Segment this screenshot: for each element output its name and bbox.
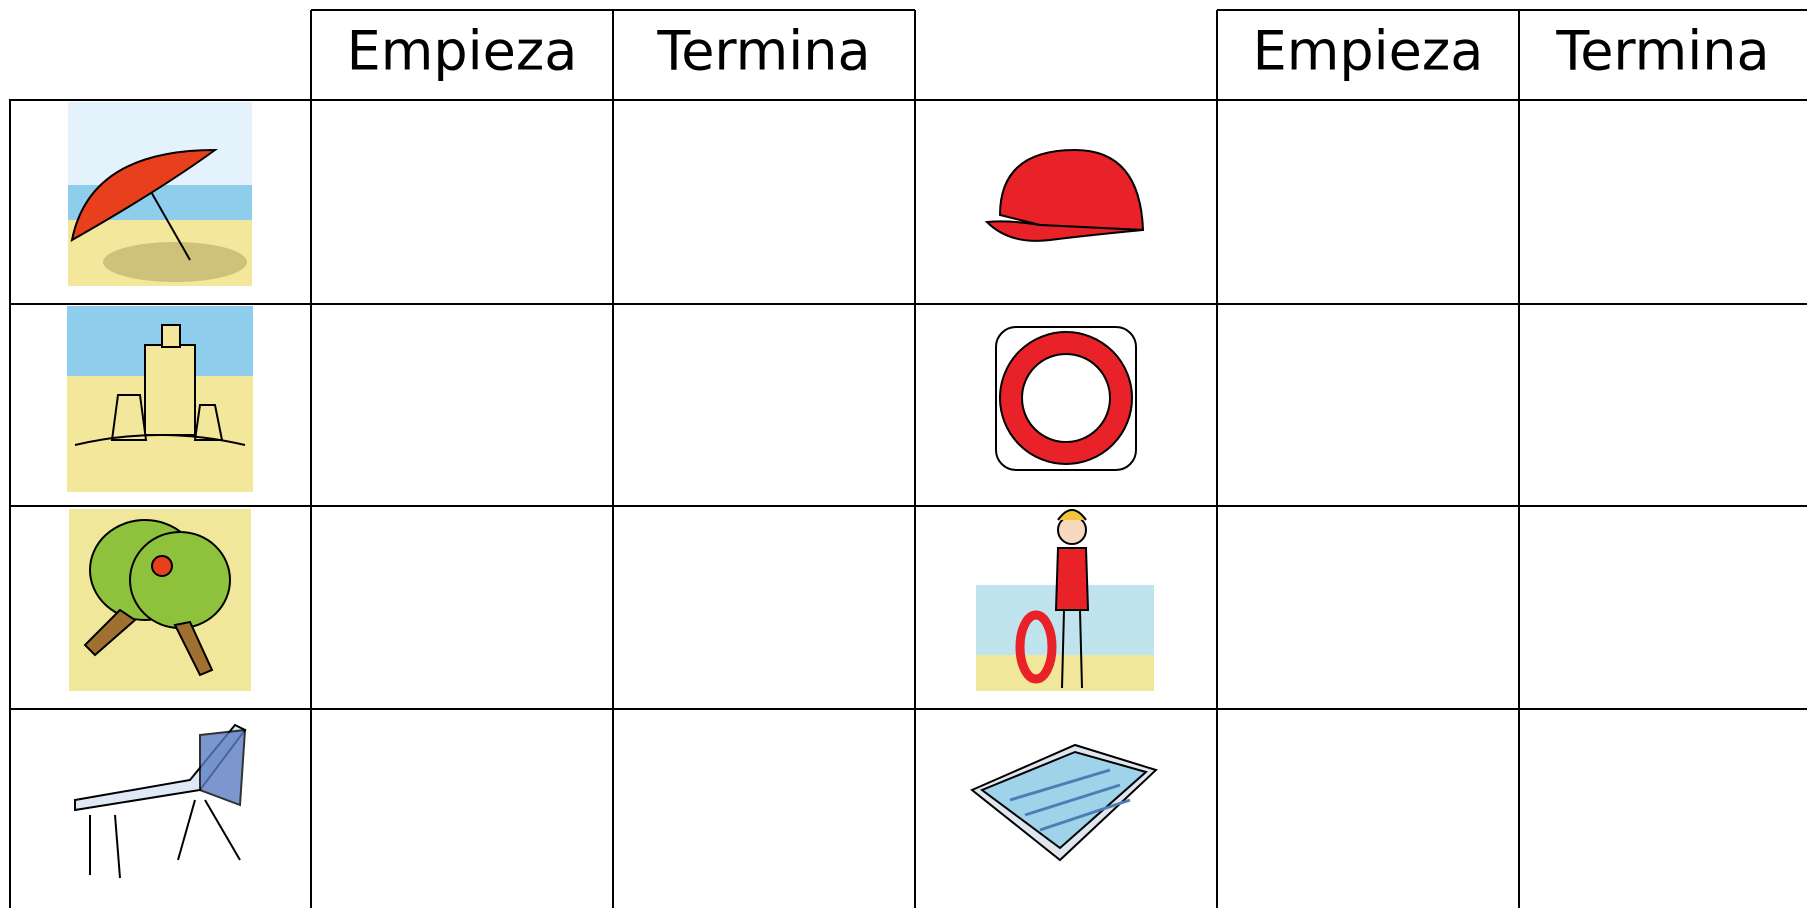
icon-lifeguard bbox=[976, 509, 1154, 691]
header-cell: Termina bbox=[1555, 20, 1769, 83]
icon-sandcastle bbox=[67, 306, 253, 492]
header-cell: Termina bbox=[656, 20, 870, 83]
icon-cap bbox=[984, 148, 1145, 242]
header-cell: Empieza bbox=[347, 20, 578, 83]
table-grid bbox=[9, 9, 1807, 908]
icon-lounger bbox=[74, 723, 247, 879]
icon-lifebuoy bbox=[995, 326, 1137, 471]
header-cell: Empieza bbox=[1253, 20, 1484, 83]
icon-pool bbox=[970, 743, 1158, 862]
icon-paddles bbox=[69, 509, 251, 691]
icon-umbrella bbox=[68, 102, 252, 286]
